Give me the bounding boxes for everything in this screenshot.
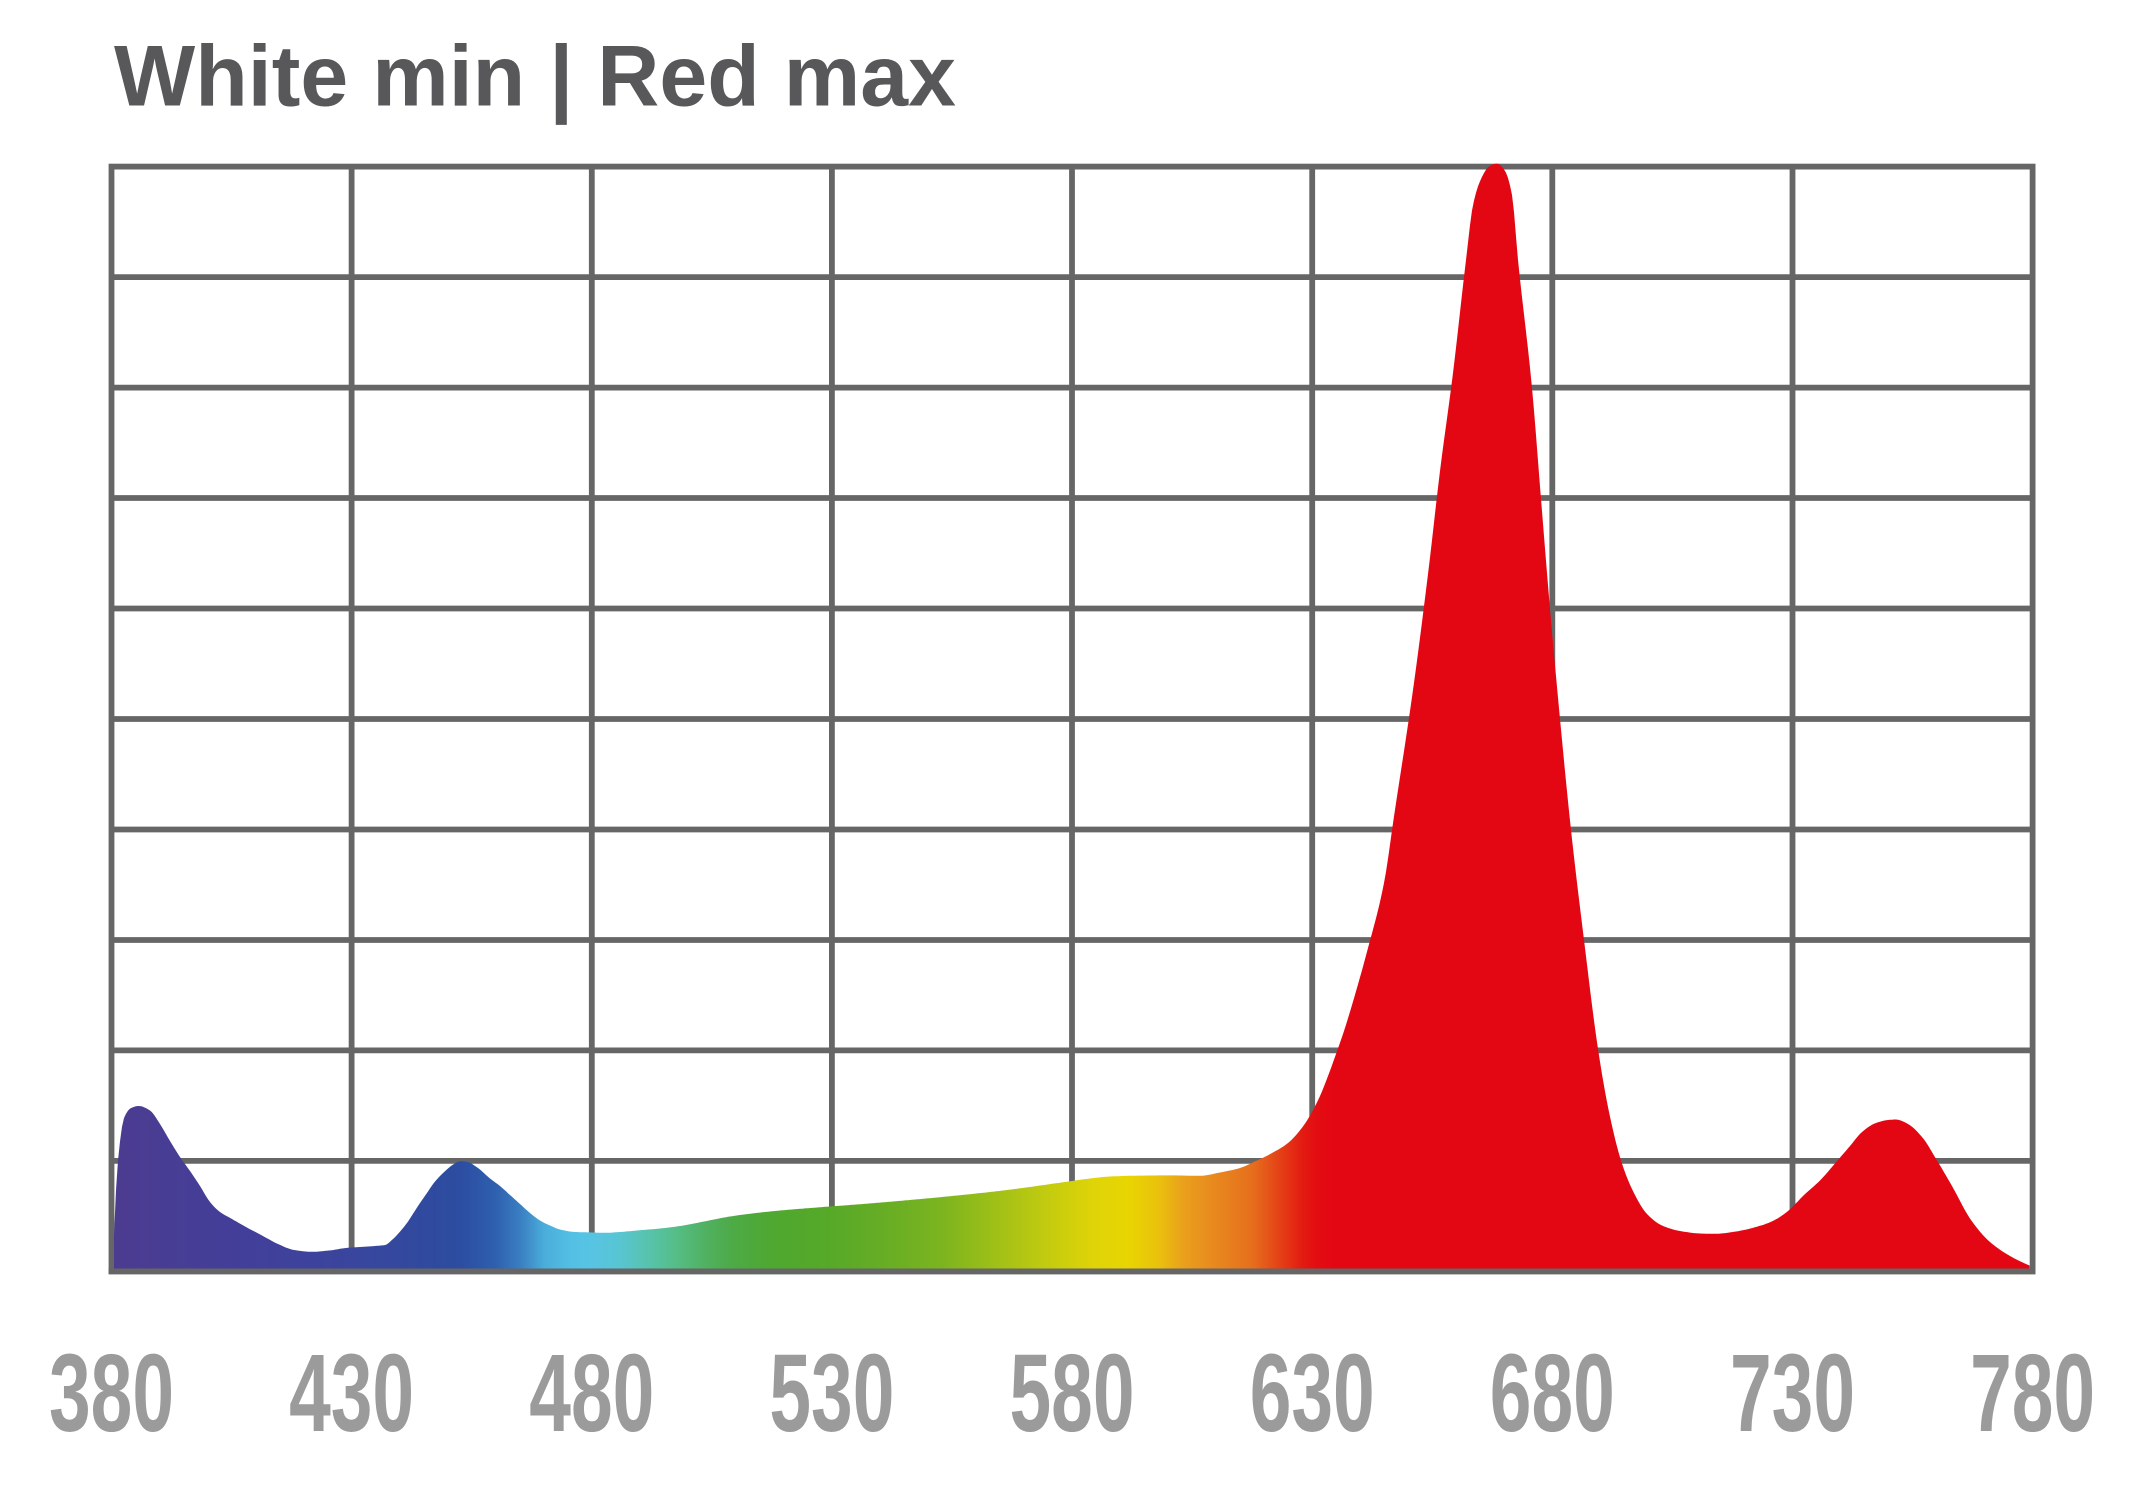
svg-text:530: 530 — [769, 1332, 894, 1455]
svg-text:680: 680 — [1490, 1332, 1615, 1455]
svg-text:430: 430 — [289, 1332, 414, 1455]
svg-text:630: 630 — [1250, 1332, 1375, 1455]
svg-text:480: 480 — [529, 1332, 654, 1455]
svg-text:White min | Red max: White min | Red max — [114, 29, 956, 125]
svg-text:730: 730 — [1730, 1332, 1855, 1455]
svg-text:780: 780 — [1970, 1332, 2095, 1455]
svg-text:580: 580 — [1010, 1332, 1135, 1455]
svg-text:380: 380 — [49, 1332, 174, 1455]
